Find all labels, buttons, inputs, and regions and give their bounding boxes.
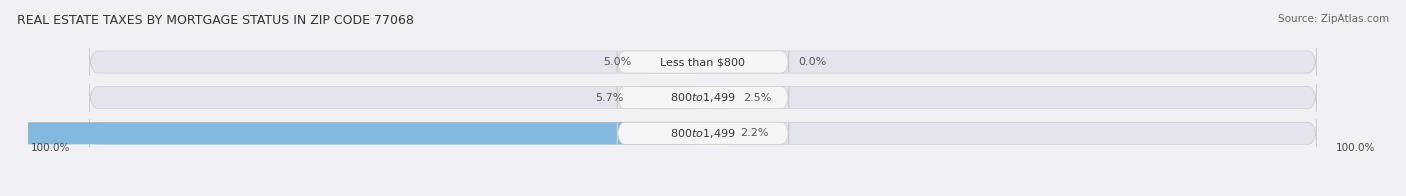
Text: 5.7%: 5.7% xyxy=(595,93,623,103)
FancyBboxPatch shape xyxy=(0,122,703,144)
Text: Source: ZipAtlas.com: Source: ZipAtlas.com xyxy=(1278,14,1389,24)
FancyBboxPatch shape xyxy=(641,51,703,73)
Text: 100.0%: 100.0% xyxy=(1336,143,1375,153)
FancyBboxPatch shape xyxy=(90,119,1316,147)
FancyBboxPatch shape xyxy=(633,87,703,109)
Text: $800 to $1,499: $800 to $1,499 xyxy=(671,91,735,104)
FancyBboxPatch shape xyxy=(617,87,789,109)
FancyBboxPatch shape xyxy=(90,84,1316,112)
FancyBboxPatch shape xyxy=(703,122,730,144)
Text: 2.2%: 2.2% xyxy=(740,128,768,138)
FancyBboxPatch shape xyxy=(90,48,1316,76)
Text: Less than $800: Less than $800 xyxy=(661,57,745,67)
Text: 0.0%: 0.0% xyxy=(799,57,827,67)
FancyBboxPatch shape xyxy=(617,51,789,73)
Text: 5.0%: 5.0% xyxy=(603,57,631,67)
Text: $800 to $1,499: $800 to $1,499 xyxy=(671,127,735,140)
FancyBboxPatch shape xyxy=(703,87,734,109)
Text: 100.0%: 100.0% xyxy=(31,143,70,153)
FancyBboxPatch shape xyxy=(617,122,789,144)
Text: REAL ESTATE TAXES BY MORTGAGE STATUS IN ZIP CODE 77068: REAL ESTATE TAXES BY MORTGAGE STATUS IN … xyxy=(17,14,413,27)
Text: 2.5%: 2.5% xyxy=(744,93,772,103)
